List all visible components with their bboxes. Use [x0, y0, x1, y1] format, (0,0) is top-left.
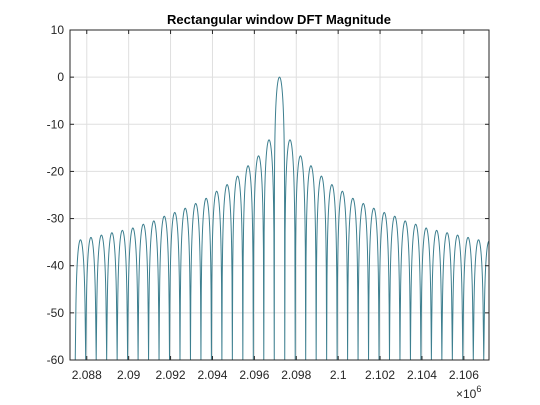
y-tick-label: 0 — [57, 70, 64, 84]
plot-border — [69, 29, 490, 361]
y-tick-label: -40 — [47, 259, 65, 273]
x-axis-exponent-power: 6 — [476, 384, 481, 394]
x-tick-label: 2.092 — [156, 368, 186, 382]
x-axis-exponent-base: ×10 — [456, 387, 477, 401]
y-tick-label: -20 — [47, 164, 65, 178]
x-tick-label: 2.094 — [197, 368, 227, 382]
y-tick-label: -50 — [47, 306, 65, 320]
y-tick-labels: 10 0 -10 -20 -30 -40 -50 -60 — [47, 23, 65, 367]
series-group — [74, 76, 489, 360]
plot-area — [70, 30, 489, 360]
tick-marks — [70, 29, 489, 361]
x-tick-label: 2.098 — [281, 368, 311, 382]
x-tick-label: 2.088 — [72, 368, 102, 382]
y-tick-label: 10 — [51, 23, 65, 37]
series-line — [74, 76, 489, 360]
x-tick-label: 2.104 — [407, 368, 437, 382]
x-tick-labels: 2.088 2.09 2.092 2.094 2.096 2.098 2.1 2.102 2.1… — [72, 368, 479, 382]
x-axis-exponent: ×106 — [456, 384, 481, 401]
x-tick-label: 2.096 — [239, 368, 269, 382]
y-tick-label: -10 — [47, 117, 65, 131]
chart-title: Rectangular window DFT Magnitude — [167, 12, 391, 27]
y-tick-label: -60 — [47, 353, 65, 367]
x-tick-label: 2.09 — [117, 368, 141, 382]
x-tick-label: 2.106 — [449, 368, 479, 382]
y-tick-label: -30 — [47, 212, 65, 226]
x-tick-label: 2.102 — [365, 368, 395, 382]
x-tick-label: 2.1 — [330, 368, 347, 382]
